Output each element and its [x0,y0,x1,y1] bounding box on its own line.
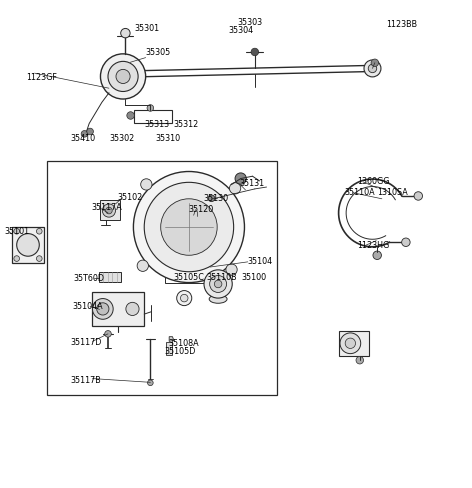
Polygon shape [169,337,174,342]
Circle shape [93,299,113,320]
Bar [338,331,369,357]
Text: 35105D: 35105D [164,346,196,356]
Text: 35101: 35101 [4,226,30,235]
Text: 35108A: 35108A [168,338,199,347]
Text: 35302: 35302 [110,133,135,142]
Text: 35117D: 35117D [70,337,102,346]
Circle shape [121,29,130,39]
Circle shape [116,70,130,84]
Circle shape [14,256,19,262]
Circle shape [101,55,146,100]
Text: 35117B: 35117B [70,375,101,384]
Circle shape [368,65,377,74]
Bar [99,272,121,283]
Circle shape [17,234,39,257]
Circle shape [141,180,152,191]
Circle shape [81,131,88,138]
Circle shape [148,380,153,386]
Circle shape [177,291,192,306]
Circle shape [127,113,135,120]
Text: 35301: 35301 [134,23,159,33]
Circle shape [373,251,381,260]
Circle shape [137,261,148,272]
Text: 35312: 35312 [174,119,199,128]
Bar [93,292,144,326]
Text: 1123GF: 1123GF [26,73,58,82]
Circle shape [108,62,138,92]
Text: 35130: 35130 [203,193,228,203]
Circle shape [36,229,42,235]
Circle shape [251,49,259,57]
Text: 35104: 35104 [248,256,273,265]
Circle shape [105,331,111,338]
Circle shape [345,338,355,349]
Circle shape [147,105,154,112]
Circle shape [117,69,129,81]
Text: 1310SA: 1310SA [377,188,408,197]
Circle shape [126,303,139,316]
Text: 35102: 35102 [118,193,143,202]
Text: 1360GG: 1360GG [357,177,390,185]
Bar [134,111,171,124]
Text: 35305: 35305 [146,48,171,57]
Circle shape [204,270,232,299]
Circle shape [134,172,244,283]
Text: 1123BB: 1123BB [387,20,418,29]
Circle shape [160,200,217,256]
Circle shape [356,357,363,364]
Text: 35117A: 35117A [91,203,122,212]
Circle shape [414,192,422,201]
Text: 35110A: 35110A [344,188,375,197]
Text: 35410: 35410 [70,133,95,142]
Text: 35303: 35303 [237,18,263,27]
Circle shape [214,281,222,288]
Circle shape [208,196,215,202]
Text: 35110B: 35110B [207,272,237,282]
Text: 35104A: 35104A [72,302,103,310]
Circle shape [87,129,93,136]
Text: 35100: 35100 [242,272,267,282]
Text: 1123HG: 1123HG [357,241,390,249]
Circle shape [36,256,42,262]
Circle shape [97,303,109,315]
Circle shape [102,204,116,218]
Bar [166,342,172,355]
Circle shape [226,264,237,276]
Circle shape [113,64,134,85]
Circle shape [340,333,361,354]
Circle shape [229,183,241,195]
Text: 35310: 35310 [155,133,180,142]
Text: 35131: 35131 [240,179,265,187]
Text: 35105C: 35105C [174,272,205,282]
Circle shape [210,276,227,293]
Ellipse shape [209,295,227,304]
Bar [165,265,211,284]
Text: 35313: 35313 [144,119,169,128]
Circle shape [371,60,379,67]
Circle shape [235,174,246,185]
Text: 35304: 35304 [228,26,253,35]
Text: 35T60D: 35T60D [74,273,105,282]
Circle shape [106,208,112,214]
Bar [47,162,278,395]
Polygon shape [100,201,120,221]
Circle shape [144,183,234,272]
Text: 35120: 35120 [188,205,213,214]
Circle shape [402,239,410,247]
Circle shape [364,61,381,78]
Circle shape [180,295,188,302]
Circle shape [14,229,19,235]
Bar [12,227,44,264]
